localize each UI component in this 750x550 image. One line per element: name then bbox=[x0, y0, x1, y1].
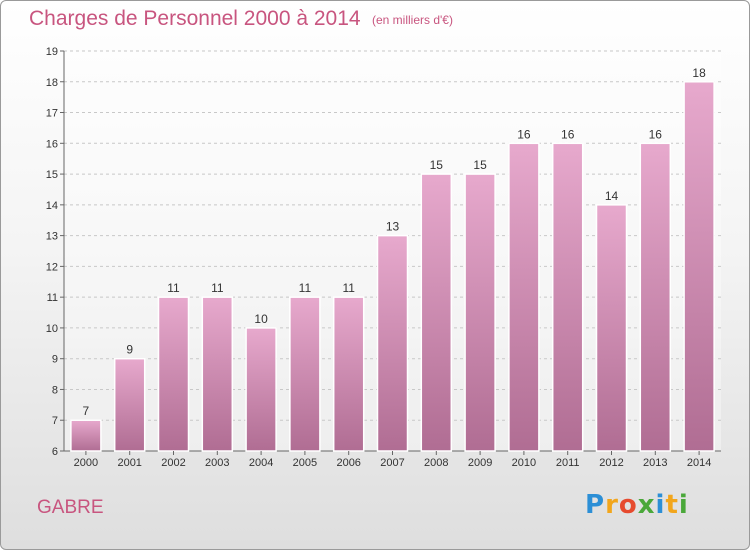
bar-2006 bbox=[332, 296, 365, 452]
y-tick-label: 12 bbox=[46, 261, 58, 273]
data-label-2009: 15 bbox=[473, 158, 487, 172]
bar-2002 bbox=[157, 296, 190, 452]
logo-letter: r bbox=[605, 490, 619, 520]
bar-2008 bbox=[420, 173, 453, 452]
bar-2003 bbox=[201, 296, 234, 452]
chart-title: Charges de Personnel 2000 à 2014 bbox=[29, 7, 361, 30]
data-label-2013: 16 bbox=[649, 127, 663, 141]
bar-2014 bbox=[683, 81, 715, 452]
y-tick-label: 6 bbox=[52, 446, 58, 458]
data-label-2002: 11 bbox=[167, 281, 180, 295]
bar-2004 bbox=[245, 327, 277, 452]
data-label-2010: 16 bbox=[517, 127, 531, 141]
bar-2005 bbox=[289, 296, 321, 452]
bar-2012 bbox=[595, 204, 628, 452]
logo-letter: o bbox=[618, 490, 638, 520]
x-tick-label-2009: 2009 bbox=[468, 457, 492, 469]
data-label-2008: 15 bbox=[430, 158, 444, 172]
x-tick-label-2002: 2002 bbox=[161, 457, 185, 469]
x-tick-label-2014: 2014 bbox=[687, 457, 711, 469]
y-tick-label: 11 bbox=[47, 292, 58, 304]
x-tick-label-2001: 2001 bbox=[117, 457, 141, 469]
logo-letter: i bbox=[655, 490, 666, 520]
data-label-2000: 7 bbox=[83, 404, 90, 418]
data-label-2012: 14 bbox=[605, 189, 619, 203]
data-label-2007: 13 bbox=[386, 220, 400, 234]
y-tick-label: 16 bbox=[46, 138, 58, 150]
x-tick-label-2012: 2012 bbox=[599, 457, 623, 469]
logo-letter: t bbox=[665, 490, 679, 520]
y-tick-label: 9 bbox=[52, 354, 58, 366]
y-tick-label: 19 bbox=[46, 46, 58, 58]
town-name: GABRE bbox=[37, 497, 104, 518]
x-tick-label-2004: 2004 bbox=[249, 457, 273, 469]
bar-2009 bbox=[464, 173, 496, 452]
x-tick-label-2003: 2003 bbox=[205, 457, 229, 469]
x-tick-label-2008: 2008 bbox=[424, 457, 448, 469]
logo-letter: i bbox=[678, 490, 689, 520]
data-label-2001: 9 bbox=[126, 343, 133, 357]
y-tick-label: 8 bbox=[52, 384, 58, 396]
bar-2000 bbox=[70, 419, 102, 452]
bar-2011 bbox=[551, 142, 584, 452]
y-tick-label: 13 bbox=[46, 231, 58, 243]
data-label-2003: 11 bbox=[211, 281, 224, 295]
logo-letter: x bbox=[637, 490, 656, 520]
y-tick-label: 17 bbox=[46, 108, 58, 120]
data-label-2004: 10 bbox=[254, 312, 268, 326]
x-tick-label-2010: 2010 bbox=[512, 457, 536, 469]
data-label-2011: 16 bbox=[561, 127, 575, 141]
y-tick-label: 10 bbox=[46, 323, 58, 335]
data-label-2014: 18 bbox=[692, 66, 706, 80]
bar-2010 bbox=[508, 142, 540, 452]
data-label-2005: 11 bbox=[299, 281, 312, 295]
y-tick-label: 18 bbox=[46, 77, 58, 89]
logo-letter: P bbox=[585, 490, 606, 520]
x-tick-label-2011: 2011 bbox=[556, 457, 580, 469]
chart-subtitle: (en milliers d'€) bbox=[372, 13, 453, 27]
bar-2007 bbox=[376, 234, 409, 452]
x-tick-label-2007: 2007 bbox=[380, 457, 404, 469]
x-tick-label-2000: 2000 bbox=[74, 457, 98, 469]
bar-2013 bbox=[639, 142, 672, 452]
y-tick-label: 15 bbox=[46, 169, 58, 181]
y-tick-label: 14 bbox=[46, 200, 58, 212]
data-label-2006: 11 bbox=[342, 281, 355, 295]
x-tick-label-2005: 2005 bbox=[293, 457, 317, 469]
y-tick-label: 7 bbox=[52, 415, 58, 427]
proxiti-logo: Proxiti bbox=[585, 490, 689, 520]
x-tick-label-2013: 2013 bbox=[643, 457, 667, 469]
bar-2001 bbox=[113, 357, 146, 452]
x-tick-label-2006: 2006 bbox=[336, 457, 360, 469]
